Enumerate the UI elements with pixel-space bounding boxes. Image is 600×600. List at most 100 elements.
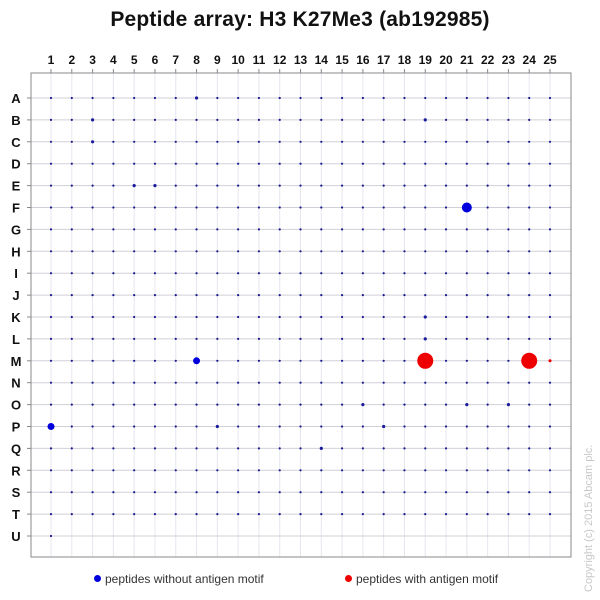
peptide-spot xyxy=(91,425,94,428)
peptide-spot xyxy=(237,96,240,100)
peptide-spot xyxy=(70,118,73,121)
peptide-spot xyxy=(257,491,261,494)
peptide-spot xyxy=(465,513,468,516)
peptide-spot xyxy=(133,206,136,209)
peptide-spot xyxy=(361,184,364,187)
peptide-spot xyxy=(91,184,94,187)
peptide-spot xyxy=(216,315,219,319)
peptide-spot xyxy=(216,491,219,494)
peptide-spot xyxy=(507,140,510,143)
peptide-spot xyxy=(361,447,364,450)
peptide-spot xyxy=(195,162,198,165)
y-tick-label: T xyxy=(12,507,20,522)
peptide-spot xyxy=(528,491,531,494)
peptide-spot xyxy=(382,96,385,100)
peptide-spot xyxy=(216,403,219,406)
peptide-spot xyxy=(507,381,510,384)
peptide-spot xyxy=(278,315,281,319)
peptide-spot xyxy=(112,469,115,472)
peptide-spot xyxy=(237,381,240,384)
peptide-spot xyxy=(299,96,302,100)
peptide-spot xyxy=(91,337,94,340)
x-tick-label: 11 xyxy=(253,53,266,67)
peptide-spot xyxy=(548,140,552,143)
peptide-spot xyxy=(361,118,364,121)
peptide-spot xyxy=(174,228,177,231)
peptide-spot xyxy=(548,491,552,494)
peptide-spot xyxy=(548,272,552,275)
peptide-spot xyxy=(112,381,115,384)
peptide-spot xyxy=(548,162,552,165)
x-tick-label: 18 xyxy=(398,53,412,67)
peptide-spot xyxy=(153,403,157,406)
peptide-spot xyxy=(548,228,552,231)
peptide-spot xyxy=(361,425,364,428)
peptide-spot xyxy=(153,491,157,494)
peptide-spot xyxy=(70,250,73,253)
peptide-spot xyxy=(340,381,344,384)
peptide-spot xyxy=(216,359,219,362)
peptide-spot xyxy=(382,118,385,121)
peptide-spot xyxy=(382,424,386,429)
peptide-spot xyxy=(465,272,468,275)
peptide-spot xyxy=(320,228,323,231)
peptide-spot xyxy=(278,469,281,472)
peptide-spot xyxy=(424,513,427,516)
peptide-spot xyxy=(361,315,364,319)
peptide-spot xyxy=(49,294,53,297)
peptide-spot xyxy=(382,513,385,516)
peptide-spot xyxy=(91,228,94,231)
peptide-spot xyxy=(49,96,53,100)
peptide-spot xyxy=(486,491,489,494)
peptide-spot xyxy=(195,403,198,406)
peptide-spot xyxy=(320,491,323,494)
peptide-spot xyxy=(403,272,406,275)
peptide-spot xyxy=(340,315,344,319)
peptide-spot xyxy=(528,184,531,187)
peptide-spot xyxy=(299,491,302,494)
peptide-spot xyxy=(382,491,385,494)
y-tick-label: A xyxy=(11,91,21,106)
peptide-spot xyxy=(299,140,302,143)
peptide-spot xyxy=(521,352,538,369)
peptide-spot xyxy=(507,315,510,319)
peptide-spot xyxy=(486,140,489,143)
peptide-spot xyxy=(444,96,448,100)
peptide-spot xyxy=(486,228,489,231)
peptide-spot xyxy=(528,206,531,209)
peptide-spot xyxy=(340,140,344,143)
peptide-spot xyxy=(403,250,406,253)
peptide-spot xyxy=(174,337,177,340)
peptide-spot xyxy=(548,513,552,516)
peptide-spot xyxy=(174,447,177,450)
peptide-spot xyxy=(528,294,531,297)
peptide-spot xyxy=(133,491,136,494)
peptide-spot xyxy=(320,337,323,340)
peptide-spot xyxy=(320,250,323,253)
peptide-spot xyxy=(507,228,510,231)
peptide-spot xyxy=(486,381,489,384)
peptide-spot xyxy=(112,250,115,253)
peptide-spot xyxy=(257,359,261,362)
peptide-spot xyxy=(528,162,531,165)
peptide-spot xyxy=(507,162,510,165)
peptide-spot xyxy=(548,184,552,187)
peptide-spot xyxy=(237,359,240,362)
peptide-spot xyxy=(195,184,198,187)
peptide-spot xyxy=(257,250,261,253)
peptide-spot xyxy=(216,250,219,253)
peptide-spot xyxy=(361,294,364,297)
peptide-spot xyxy=(91,469,94,472)
peptide-spot xyxy=(320,96,323,100)
peptide-spot xyxy=(49,272,53,275)
peptide-spot xyxy=(424,96,427,100)
peptide-spot xyxy=(548,337,552,340)
legend-label: peptides with antigen motif xyxy=(356,572,499,586)
peptide-spot xyxy=(320,206,323,209)
peptide-spot xyxy=(403,140,406,143)
peptide-spot xyxy=(361,162,364,165)
peptide-spot xyxy=(486,118,489,121)
peptide-spot xyxy=(49,162,53,165)
peptide-spot xyxy=(361,359,364,362)
